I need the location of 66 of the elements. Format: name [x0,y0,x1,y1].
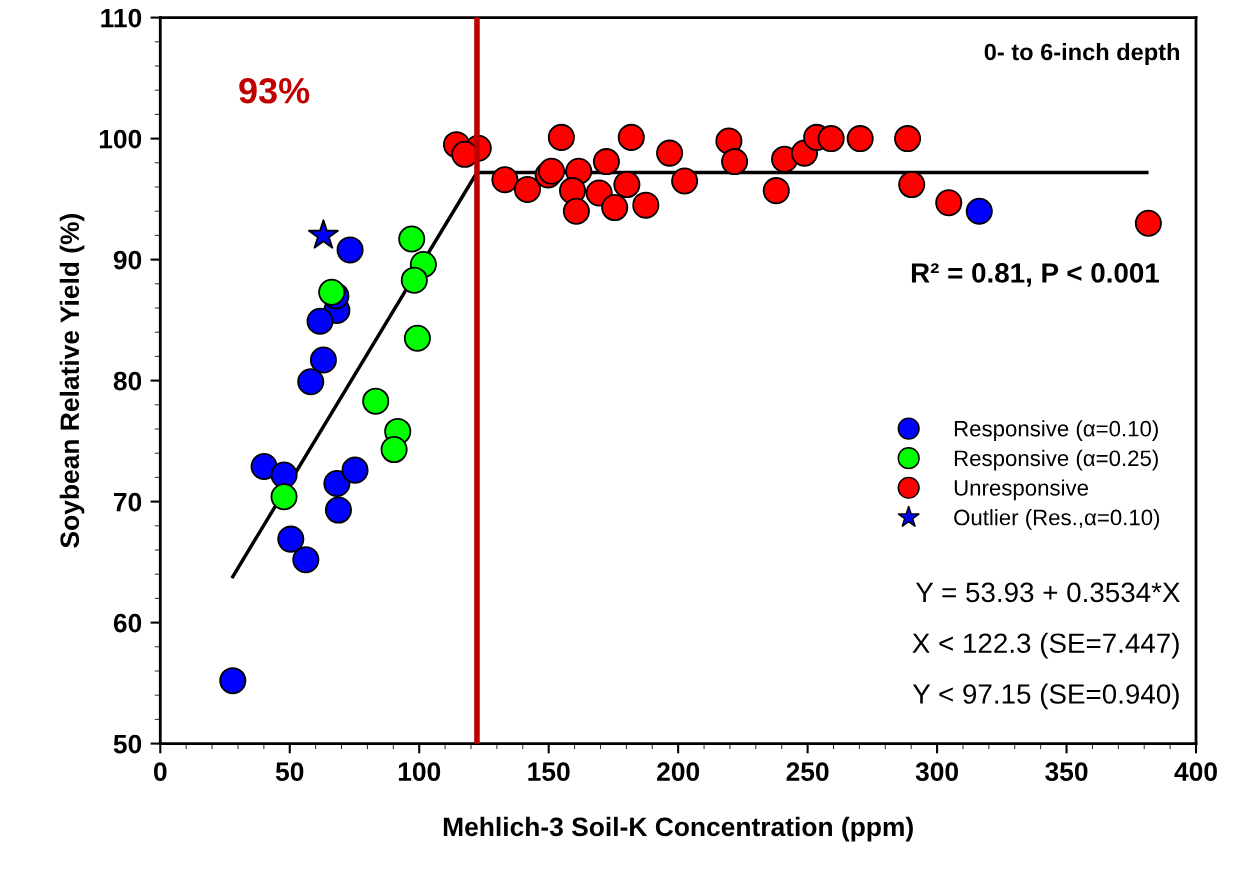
point [297,368,325,396]
x-tick-label: 50 [275,762,304,782]
point [547,123,575,151]
point [341,456,369,484]
point [324,496,352,524]
x-tick-label: 100 [398,762,441,782]
point [323,469,351,497]
x-tick-label: 300 [915,762,959,782]
point [309,346,337,374]
point [308,219,339,249]
x-tick-label: 400 [1174,762,1217,782]
y-axis-title: Soybean Relative Yield (%) [59,213,85,548]
annotation: 0- to 6-inch depth [984,43,1180,66]
y-tick-label: 90 [113,250,142,270]
point [398,225,426,253]
annotation: Y < 97.15 (SE=0.940) [912,683,1179,710]
point [656,139,684,167]
point [403,324,431,352]
y-tick-label: 60 [113,613,142,633]
point [846,125,874,153]
point [601,194,629,222]
x-tick-label: 0 [154,762,167,782]
point [935,189,963,217]
x-tick-label: 350 [1045,762,1088,782]
point [270,483,298,511]
legend-label: Outlier (Res.,α=0.10) [954,509,1160,530]
point [613,171,641,199]
x-axis-title: Mehlich-3 Soil-K Concentration (ppm) [443,816,913,842]
x-tick-label: 150 [528,762,570,782]
y-tick-label: 80 [113,371,142,391]
point [491,166,519,194]
point [219,667,247,695]
point [817,125,845,153]
point [965,197,993,225]
point [306,307,334,335]
point [513,175,541,203]
point [894,125,922,153]
point [632,191,660,219]
legend-label: Unresponsive [954,479,1088,501]
point [250,452,278,481]
point [1134,209,1162,237]
y-tick-label: 100 [99,129,142,149]
point [277,525,305,553]
annotation: X < 122.3 (SE=7.447) [912,632,1179,659]
point [336,236,364,264]
x-tick-label: 200 [657,762,700,782]
point [400,266,428,294]
annotation: 93% [239,77,310,104]
legend-label: Responsive (α=0.10) [954,420,1158,441]
y-tick-label: 70 [114,492,142,512]
x-tick-label: 250 [786,762,829,782]
annotation: Y = 53.93 + 0.3534*X [915,582,1180,603]
point [721,148,749,176]
point [898,171,926,199]
legend-label: Responsive (α=0.25) [954,449,1158,471]
point [380,436,408,464]
point [362,387,390,415]
point [762,177,790,205]
point [617,123,645,151]
point [592,148,620,176]
point [671,167,699,195]
point [292,546,320,574]
y-tick-label: 50 [113,734,142,754]
annotation: R² = 0.81, P < 0.001 [911,263,1159,287]
y-tick-label: 110 [101,8,142,28]
point [562,197,590,225]
